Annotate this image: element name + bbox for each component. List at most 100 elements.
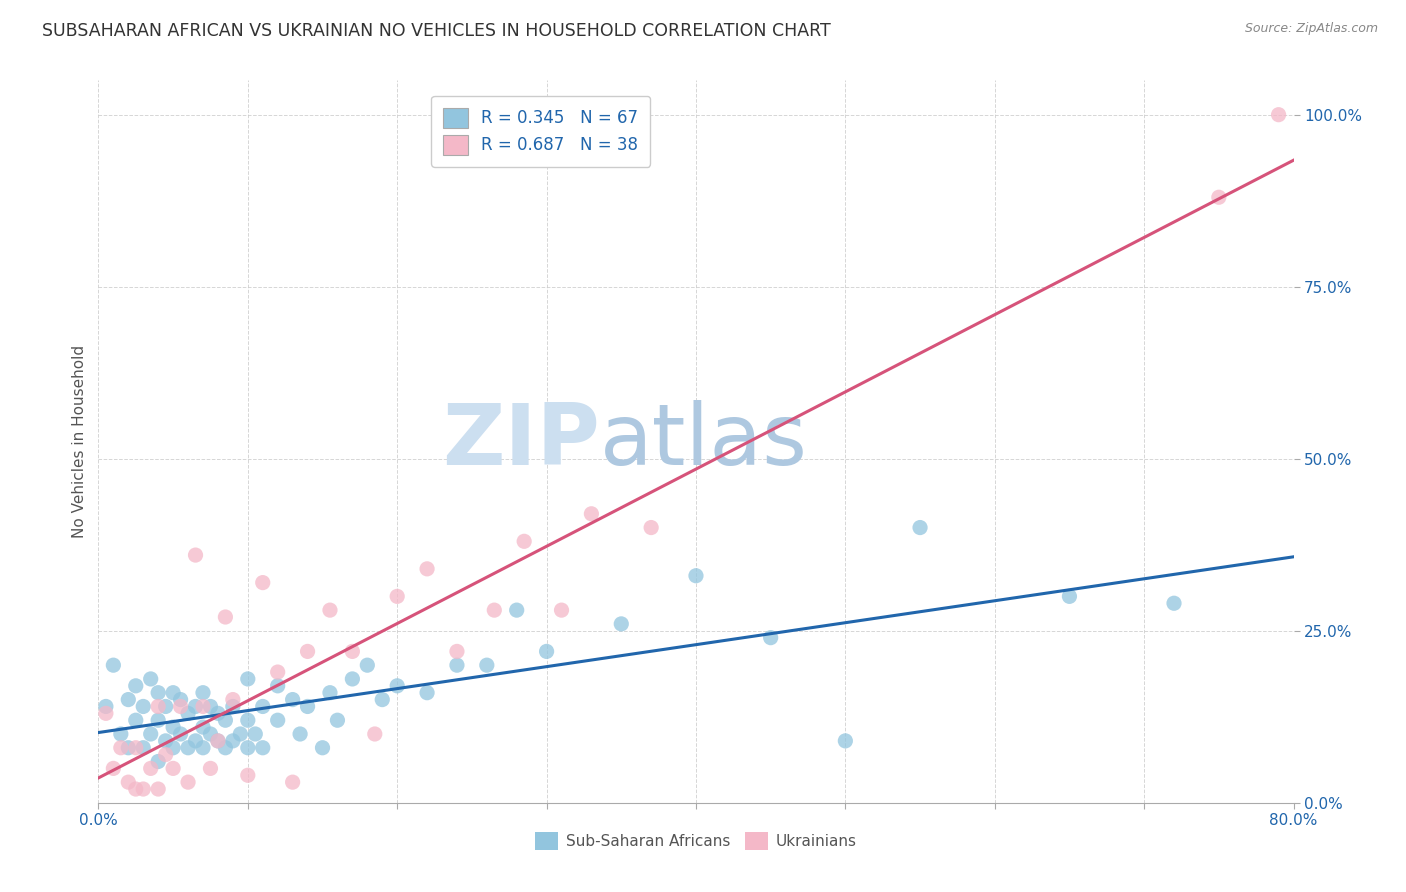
Point (908, 520, 931, 534)
Point (184, 734, 207, 748)
Point (207, 706, 229, 721)
Point (834, 734, 856, 748)
Point (169, 699, 191, 714)
Point (117, 740, 139, 755)
Point (281, 775, 304, 789)
Point (139, 672, 162, 686)
Text: SUBSAHARAN AFRICAN VS UKRAINIAN NO VEHICLES IN HOUSEHOLD CORRELATION CHART: SUBSAHARAN AFRICAN VS UKRAINIAN NO VEHIC… (42, 22, 831, 40)
Point (759, 631, 782, 645)
Point (162, 720, 184, 734)
Point (416, 562, 439, 576)
Point (184, 699, 207, 714)
Point (550, 603, 572, 617)
Point (446, 658, 468, 673)
Point (207, 734, 229, 748)
Point (148, 686, 170, 700)
Point (214, 610, 236, 624)
Point (191, 740, 214, 755)
Point (200, 727, 222, 741)
Point (506, 603, 529, 617)
Point (685, 568, 707, 582)
Point (342, 644, 364, 658)
Point (148, 755, 170, 769)
Point (162, 740, 184, 755)
Point (117, 692, 139, 706)
Point (1059, 590, 1081, 604)
Point (191, 720, 214, 734)
Point (416, 686, 439, 700)
Point (536, 644, 558, 658)
Point (364, 727, 387, 741)
Point (326, 713, 349, 727)
Point (148, 713, 170, 727)
Point (200, 699, 222, 714)
Point (252, 699, 274, 714)
Point (267, 665, 290, 679)
Point (139, 727, 162, 741)
Point (148, 699, 170, 714)
Point (229, 727, 252, 741)
Point (252, 740, 274, 755)
Point (169, 727, 191, 741)
Point (1163, 596, 1185, 610)
Point (288, 727, 311, 741)
Point (207, 734, 229, 748)
Point (214, 713, 236, 727)
Point (94, 706, 117, 721)
Point (1267, 108, 1289, 122)
Point (125, 713, 148, 727)
Point (191, 699, 214, 714)
Point (281, 692, 304, 706)
Point (132, 740, 155, 755)
Point (513, 534, 536, 549)
Point (1208, 190, 1230, 204)
Point (191, 686, 214, 700)
Point (125, 740, 148, 755)
Point (162, 761, 184, 775)
Point (342, 672, 364, 686)
Point (155, 699, 177, 714)
Text: ZIP: ZIP (443, 400, 600, 483)
Point (139, 761, 162, 775)
Point (155, 747, 177, 762)
Point (132, 782, 155, 797)
Point (200, 761, 222, 775)
Point (184, 548, 207, 562)
Point (252, 575, 274, 590)
Point (267, 679, 290, 693)
Point (236, 768, 259, 782)
Point (110, 727, 132, 741)
Point (475, 658, 498, 673)
Point (94, 699, 117, 714)
Point (371, 692, 394, 706)
Point (169, 692, 191, 706)
Text: atlas: atlas (600, 400, 808, 483)
Point (222, 692, 245, 706)
Point (110, 740, 132, 755)
Point (484, 603, 506, 617)
Point (236, 713, 259, 727)
Point (245, 727, 267, 741)
Point (214, 740, 236, 755)
Y-axis label: No Vehicles in Household: No Vehicles in Household (72, 345, 87, 538)
Point (162, 686, 184, 700)
Point (610, 616, 633, 631)
Point (319, 686, 342, 700)
Point (236, 740, 259, 755)
Point (148, 782, 170, 797)
Point (125, 679, 148, 693)
Point (236, 672, 259, 686)
Point (222, 699, 245, 714)
Point (297, 699, 319, 714)
Point (267, 713, 290, 727)
Point (177, 740, 200, 755)
Point (297, 644, 319, 658)
Point (155, 734, 177, 748)
Point (640, 520, 662, 534)
Point (385, 590, 409, 604)
Point (125, 782, 148, 797)
Point (311, 740, 333, 755)
Point (581, 507, 603, 521)
Text: Source: ZipAtlas.com: Source: ZipAtlas.com (1244, 22, 1378, 36)
Point (117, 775, 139, 789)
